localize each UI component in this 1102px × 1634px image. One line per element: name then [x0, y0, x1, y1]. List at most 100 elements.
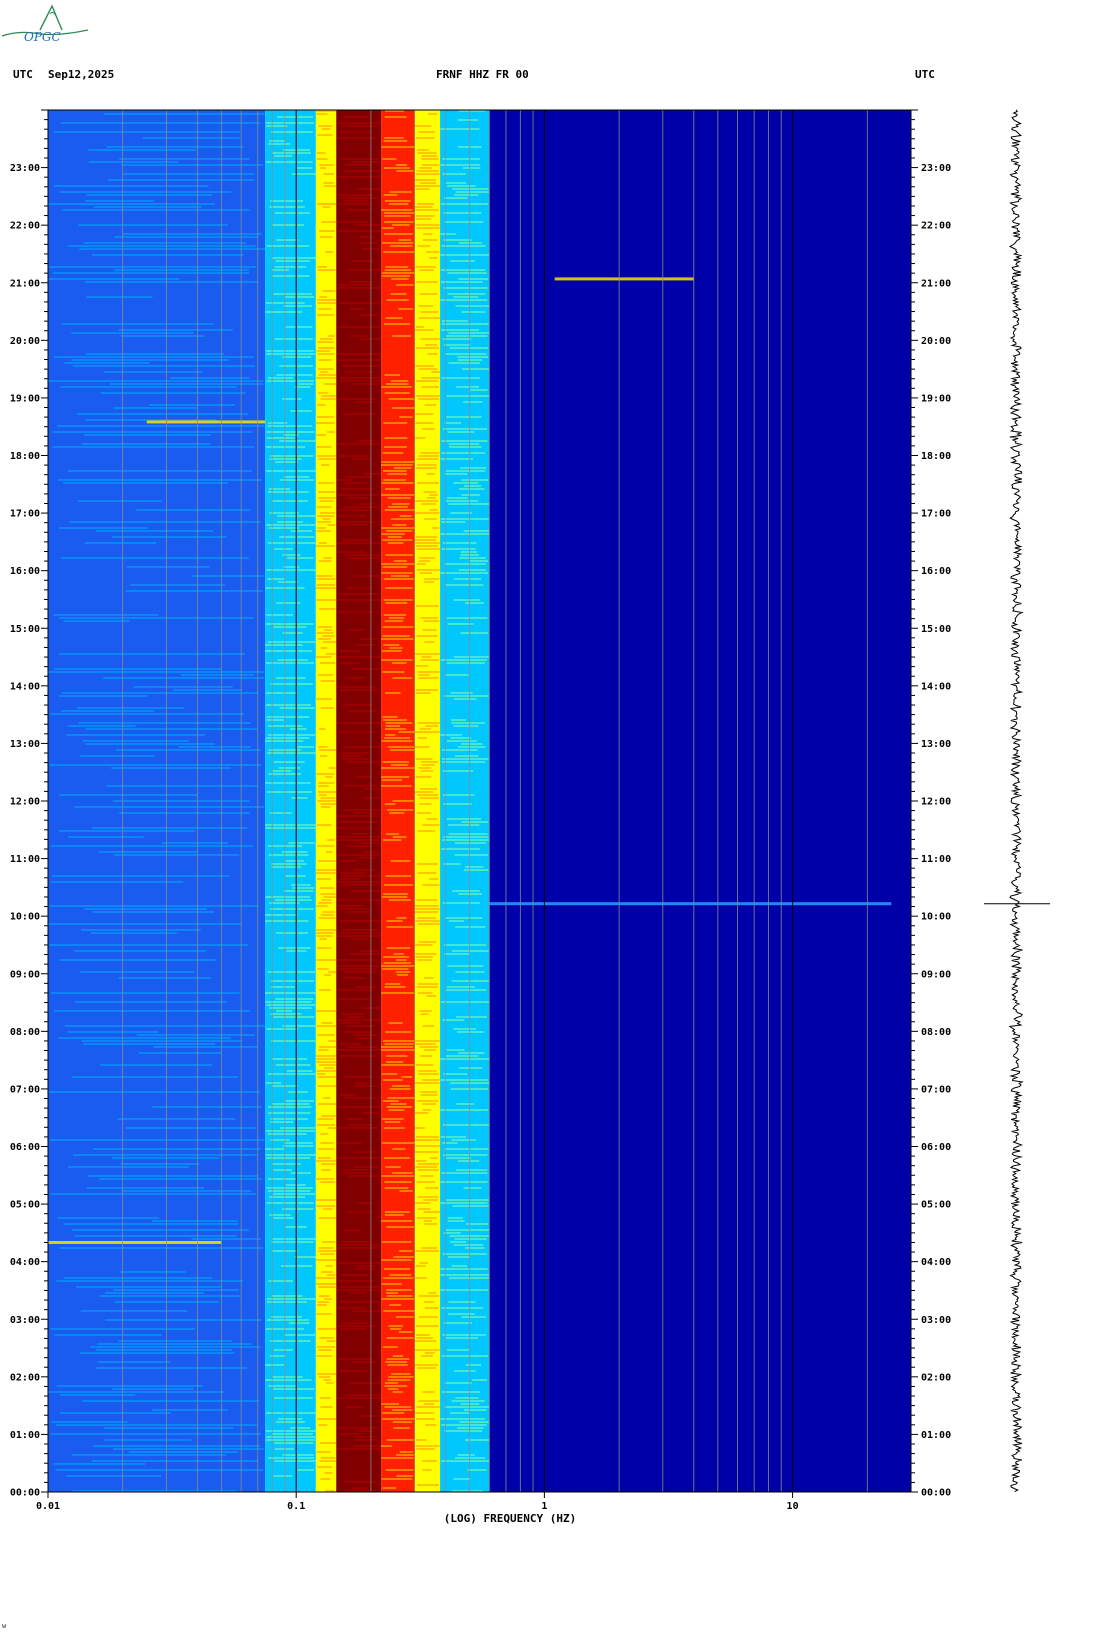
- band-streak: [80, 929, 201, 931]
- band-streak: [270, 1316, 302, 1318]
- band-streak: [392, 1421, 412, 1423]
- band-streak: [336, 494, 379, 496]
- band-streak: [290, 1427, 311, 1429]
- band-streak: [319, 164, 334, 166]
- band-streak: [103, 371, 203, 373]
- band-streak: [318, 917, 336, 919]
- band-streak: [389, 1274, 411, 1276]
- band-streak: [440, 128, 480, 130]
- band-streak: [382, 1118, 404, 1120]
- band-streak: [317, 1103, 336, 1105]
- band-streak: [86, 1187, 205, 1189]
- band-streak: [416, 218, 431, 220]
- band-streak: [444, 197, 468, 199]
- band-streak: [421, 428, 435, 430]
- band-streak: [266, 719, 284, 721]
- band-streak: [440, 1274, 489, 1276]
- band-streak: [463, 1409, 487, 1411]
- band-streak: [453, 656, 489, 658]
- band-streak: [442, 1124, 489, 1126]
- band-streak: [381, 1457, 414, 1459]
- band-streak: [316, 1418, 337, 1420]
- band-streak: [103, 1427, 234, 1429]
- band-streak: [272, 1163, 301, 1165]
- band-streak: [445, 989, 487, 991]
- y-tick-label-right: 01:00: [921, 1430, 951, 1441]
- band-streak: [270, 131, 313, 133]
- band-streak: [336, 1397, 381, 1399]
- band-streak: [316, 1451, 331, 1453]
- band-streak: [421, 764, 435, 766]
- band-streak: [414, 125, 432, 127]
- band-streak: [445, 1199, 489, 1201]
- band-streak: [322, 518, 331, 520]
- band-streak: [457, 1454, 475, 1456]
- band-streak: [381, 992, 415, 994]
- band-streak: [356, 440, 375, 442]
- band-streak: [276, 374, 313, 376]
- band-streak: [274, 266, 307, 268]
- band-streak: [283, 890, 314, 892]
- band-streak: [381, 494, 415, 496]
- band-streak: [420, 788, 438, 790]
- band-streak: [279, 440, 316, 442]
- band-streak: [61, 323, 214, 325]
- band-streak: [271, 863, 307, 865]
- band-streak: [418, 992, 433, 994]
- band-streak: [443, 1232, 461, 1234]
- band-streak: [417, 917, 437, 919]
- band-streak: [317, 266, 327, 268]
- band-streak: [414, 1364, 439, 1366]
- band-streak: [383, 578, 414, 580]
- band-streak: [320, 1133, 329, 1135]
- y-tick-label-right: 11:00: [921, 854, 951, 865]
- band-streak: [82, 740, 189, 742]
- band-streak: [424, 518, 437, 520]
- band-streak: [416, 1406, 440, 1408]
- band-streak: [85, 419, 217, 421]
- band-streak: [338, 998, 370, 1000]
- band-streak: [382, 1412, 405, 1414]
- band-streak: [103, 677, 265, 679]
- band-streak: [340, 758, 369, 760]
- band-streak: [345, 677, 365, 679]
- band-streak: [85, 728, 257, 730]
- x-tick-label: 0.1: [287, 1501, 305, 1512]
- band-streak: [393, 560, 407, 562]
- band-streak: [348, 1124, 370, 1126]
- band-streak: [392, 1391, 403, 1393]
- band-streak: [415, 956, 433, 958]
- band-streak: [323, 383, 337, 385]
- band-streak: [416, 347, 440, 349]
- band-streak: [423, 1220, 432, 1222]
- band-streak: [445, 584, 484, 586]
- band-streak: [336, 1049, 381, 1051]
- band-streak: [315, 872, 336, 874]
- band-streak: [317, 1076, 337, 1078]
- band-streak: [269, 812, 292, 814]
- band-streak: [341, 755, 362, 757]
- band-streak: [149, 404, 235, 406]
- band-streak: [440, 299, 488, 301]
- band-streak: [357, 1037, 372, 1039]
- band-streak: [447, 185, 476, 187]
- band-streak: [320, 1181, 336, 1183]
- band-streak: [316, 152, 326, 154]
- band-streak: [349, 335, 369, 337]
- band-streak: [446, 500, 479, 502]
- band-streak: [415, 413, 434, 415]
- band-streak: [420, 1355, 433, 1357]
- band-streak: [417, 1163, 440, 1165]
- band-streak: [85, 743, 215, 745]
- band-streak: [266, 245, 310, 247]
- band-streak: [386, 1292, 398, 1294]
- band-streak: [415, 437, 426, 439]
- band-streak: [457, 119, 479, 121]
- band-streak: [416, 1334, 430, 1336]
- band-streak: [343, 1031, 373, 1033]
- band-streak: [414, 329, 434, 331]
- band-streak: [53, 668, 222, 670]
- band-streak: [48, 266, 257, 268]
- band-streak: [287, 557, 314, 559]
- band-streak: [327, 431, 335, 433]
